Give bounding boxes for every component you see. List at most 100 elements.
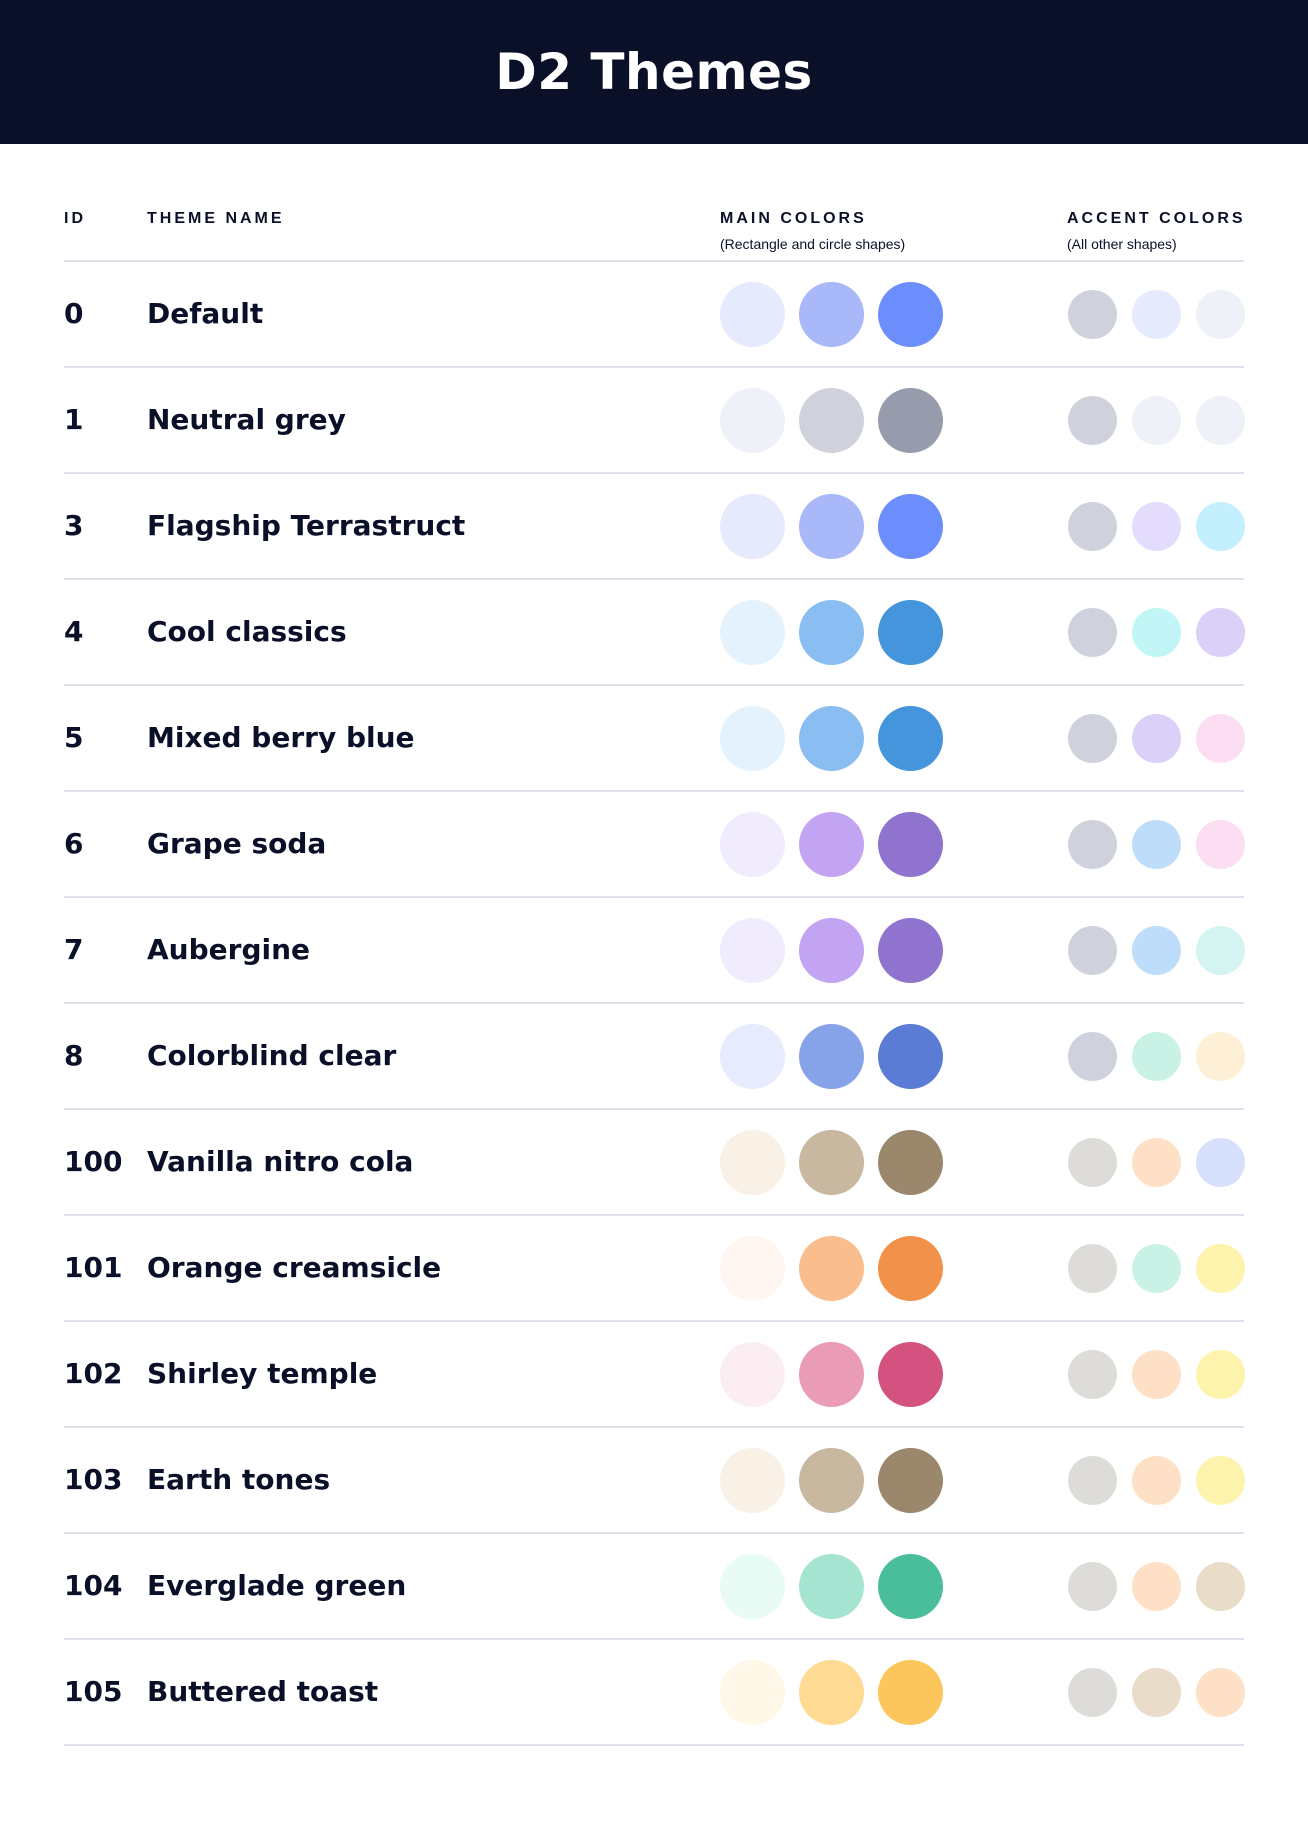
column-subheader-main-colors: (Rectangle and circle shapes) bbox=[720, 236, 906, 252]
main-color-swatch bbox=[799, 1554, 864, 1619]
accent-color-swatch bbox=[1132, 290, 1181, 339]
theme-id: 101 bbox=[64, 1251, 123, 1284]
main-color-swatch bbox=[878, 1342, 943, 1407]
column-header-id: ID bbox=[64, 210, 86, 227]
page-title: D2 Themes bbox=[495, 43, 813, 101]
main-color-swatch bbox=[720, 1342, 785, 1407]
theme-id: 103 bbox=[64, 1463, 123, 1496]
theme-name: Shirley temple bbox=[147, 1357, 378, 1390]
main-color-swatch bbox=[799, 1660, 864, 1725]
accent-color-swatch bbox=[1132, 608, 1181, 657]
accent-color-swatch bbox=[1132, 1244, 1181, 1293]
column-header-theme-name: THEME NAME bbox=[147, 210, 285, 227]
accent-color-swatch bbox=[1196, 1668, 1245, 1717]
theme-row: 3 Flagship Terrastruct bbox=[64, 474, 1245, 580]
theme-row: 100 Vanilla nitro cola bbox=[64, 1110, 1245, 1216]
theme-id: 1 bbox=[64, 403, 84, 436]
accent-color-swatch bbox=[1068, 926, 1117, 975]
accent-color-swatch bbox=[1068, 1350, 1117, 1399]
main-color-swatch bbox=[878, 812, 943, 877]
accent-color-swatch bbox=[1068, 1562, 1117, 1611]
accent-color-swatch bbox=[1132, 1032, 1181, 1081]
main-color-swatch bbox=[720, 1024, 785, 1089]
main-color-swatch bbox=[799, 1342, 864, 1407]
theme-row: 5 Mixed berry blue bbox=[64, 686, 1245, 792]
main-color-swatch bbox=[878, 600, 943, 665]
accent-color-swatch bbox=[1132, 1562, 1181, 1611]
main-color-swatch bbox=[720, 600, 785, 665]
theme-name: Vanilla nitro cola bbox=[147, 1145, 414, 1178]
theme-id: 3 bbox=[64, 509, 84, 542]
main-color-swatch bbox=[878, 1660, 943, 1725]
theme-id: 102 bbox=[64, 1357, 123, 1390]
theme-name: Flagship Terrastruct bbox=[147, 509, 466, 542]
accent-color-swatch bbox=[1132, 714, 1181, 763]
accent-color-swatch bbox=[1196, 1562, 1245, 1611]
accent-color-swatch bbox=[1132, 1456, 1181, 1505]
theme-id: 6 bbox=[64, 827, 84, 860]
accent-color-swatch bbox=[1068, 1138, 1117, 1187]
theme-name: Colorblind clear bbox=[147, 1039, 397, 1072]
main-color-swatch bbox=[720, 918, 785, 983]
accent-color-swatch bbox=[1068, 396, 1117, 445]
main-color-swatch bbox=[878, 918, 943, 983]
accent-color-swatch bbox=[1068, 714, 1117, 763]
theme-row: 1 Neutral grey bbox=[64, 368, 1245, 474]
main-color-swatch bbox=[799, 1024, 864, 1089]
main-color-swatch bbox=[878, 494, 943, 559]
main-color-swatch bbox=[720, 282, 785, 347]
main-color-swatch bbox=[720, 812, 785, 877]
main-color-swatch bbox=[720, 1130, 785, 1195]
theme-row: 101 Orange creamsicle bbox=[64, 1216, 1245, 1322]
theme-id: 5 bbox=[64, 721, 84, 754]
theme-name: Cool classics bbox=[147, 615, 347, 648]
main-color-swatch bbox=[799, 600, 864, 665]
main-color-swatch bbox=[799, 1448, 864, 1513]
theme-id: 104 bbox=[64, 1569, 123, 1602]
theme-name: Everglade green bbox=[147, 1569, 407, 1602]
accent-color-swatch bbox=[1132, 820, 1181, 869]
theme-name: Grape soda bbox=[147, 827, 327, 860]
theme-name: Neutral grey bbox=[147, 403, 346, 436]
theme-id: 105 bbox=[64, 1675, 123, 1708]
main-color-swatch bbox=[878, 1130, 943, 1195]
theme-id: 100 bbox=[64, 1145, 123, 1178]
theme-id: 8 bbox=[64, 1039, 84, 1072]
header-divider bbox=[64, 260, 1244, 262]
theme-name: Buttered toast bbox=[147, 1675, 379, 1708]
accent-color-swatch bbox=[1132, 396, 1181, 445]
main-color-swatch bbox=[799, 282, 864, 347]
accent-color-swatch bbox=[1068, 1668, 1117, 1717]
theme-name: Orange creamsicle bbox=[147, 1251, 442, 1284]
main-color-swatch bbox=[720, 1554, 785, 1619]
accent-color-swatch bbox=[1132, 1668, 1181, 1717]
theme-row: 6 Grape soda bbox=[64, 792, 1245, 898]
main-color-swatch bbox=[720, 706, 785, 771]
theme-row: 0 Default bbox=[64, 262, 1245, 368]
accent-color-swatch bbox=[1068, 1456, 1117, 1505]
theme-row: 102 Shirley temple bbox=[64, 1322, 1245, 1428]
theme-name: Earth tones bbox=[147, 1463, 331, 1496]
accent-color-swatch bbox=[1196, 1138, 1245, 1187]
main-color-swatch bbox=[878, 1236, 943, 1301]
accent-color-swatch bbox=[1196, 502, 1245, 551]
accent-color-swatch bbox=[1132, 1138, 1181, 1187]
main-color-swatch bbox=[720, 1236, 785, 1301]
accent-color-swatch bbox=[1196, 290, 1245, 339]
accent-color-swatch bbox=[1132, 926, 1181, 975]
accent-color-swatch bbox=[1132, 502, 1181, 551]
theme-name: Default bbox=[147, 297, 264, 330]
theme-id: 7 bbox=[64, 933, 84, 966]
accent-color-swatch bbox=[1132, 1350, 1181, 1399]
theme-id: 0 bbox=[64, 297, 84, 330]
accent-color-swatch bbox=[1196, 820, 1245, 869]
column-header-accent-colors: ACCENT COLORS bbox=[1067, 210, 1246, 227]
accent-color-swatch bbox=[1068, 290, 1117, 339]
main-color-swatch bbox=[878, 1554, 943, 1619]
main-color-swatch bbox=[878, 706, 943, 771]
main-color-swatch bbox=[878, 1024, 943, 1089]
accent-color-swatch bbox=[1068, 608, 1117, 657]
main-color-swatch bbox=[720, 494, 785, 559]
column-header-main-colors: MAIN COLORS bbox=[720, 210, 867, 227]
main-color-swatch bbox=[720, 1448, 785, 1513]
